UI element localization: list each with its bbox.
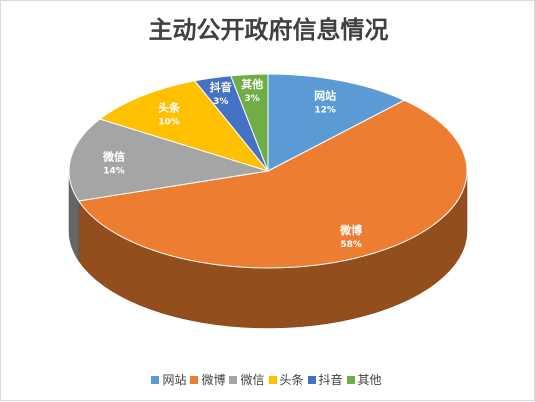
- label-category-5: 其他: [241, 77, 263, 91]
- legend-swatch: [268, 376, 277, 384]
- label-category-4: 抖音: [210, 80, 232, 94]
- legend-swatch: [229, 376, 238, 384]
- slice-头条: [98, 80, 270, 172]
- pie-slices: [68, 73, 468, 269]
- slice-网站: [267, 73, 406, 172]
- label-percent-3: 10%: [158, 118, 180, 128]
- legend-swatch: [190, 376, 199, 384]
- legend: 网站 微博 微信 头条 抖音 其他: [1, 371, 535, 388]
- legend-label: 抖音: [318, 373, 343, 387]
- label-percent-5: 3%: [244, 94, 259, 104]
- slice-其他: [230, 73, 269, 172]
- legend-label: 其他: [357, 373, 382, 387]
- legend-swatch: [346, 376, 355, 384]
- slice-微博: [77, 99, 468, 269]
- label-percent-0: 12%: [314, 106, 336, 116]
- label-category-1: 微博: [339, 223, 362, 237]
- legend-label: 网站: [162, 373, 187, 387]
- legend-label: 微博: [201, 373, 226, 387]
- legend-label: 头条: [279, 373, 304, 387]
- legend-item-微博: 微博: [190, 371, 225, 388]
- label-percent-1: 58%: [340, 240, 362, 250]
- legend-item-微信: 微信: [229, 371, 265, 388]
- label-percent-4: 3%: [213, 97, 228, 107]
- chart-title: 主动公开政府信息情况: [148, 15, 389, 44]
- legend-item-其他: 其他: [346, 371, 382, 388]
- legend-item-抖音: 抖音: [307, 371, 343, 388]
- legend-label: 微信: [240, 373, 265, 387]
- label-category-2: 微信: [102, 150, 125, 164]
- legend-item-网站: 网站: [151, 371, 186, 388]
- legend-item-头条: 头条: [268, 371, 304, 388]
- label-category-0: 网站: [314, 89, 336, 103]
- legend-swatch: [307, 376, 316, 384]
- slice-微信: [68, 118, 269, 202]
- legend-swatch: [151, 376, 160, 384]
- label-percent-2: 14%: [103, 167, 125, 177]
- label-category-3: 头条: [158, 101, 181, 115]
- data-labels: 网站 12% 微博 58% 微信 14% 头条 10% 抖音 3% 其他 3%: [102, 77, 362, 250]
